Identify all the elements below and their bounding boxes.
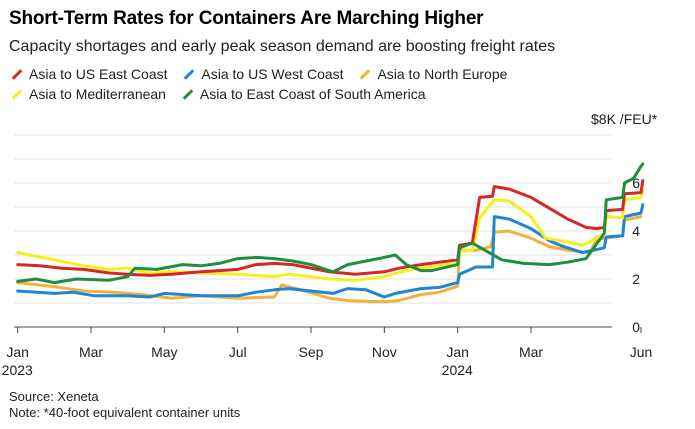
series-line-asia-to-us-west-coast [16, 203, 645, 299]
legend-label: Asia to Mediterranean [29, 86, 166, 102]
y-tick-label: 2 [632, 271, 640, 287]
legend-item-asia-us-west-coast: Asia to US West Coast [181, 66, 344, 82]
chart-subtitle: Capacity shortages and early peak season… [9, 38, 556, 55]
legend-row: Asia to Mediterranean Asia to East Coast… [9, 86, 629, 106]
x-tick-label: Mar [519, 344, 543, 360]
chart-title: Short-Term Rates for Containers Are Marc… [9, 8, 484, 29]
legend-item-asia-east-coast-south-america: Asia to East Coast of South America [180, 86, 426, 102]
x-tick-label: Nov [372, 344, 397, 360]
series-line-asia-to-east-coast-of-south-america [16, 162, 645, 285]
legend-label: Asia to US East Coast [29, 66, 168, 82]
legend-item-asia-north-europe: Asia to North Europe [357, 66, 507, 82]
x-tick-year-label: 2023 [2, 362, 33, 378]
x-tick-label: Jan [6, 344, 29, 360]
legend-row: Asia to US East Coast Asia to US West Co… [9, 66, 629, 86]
series-line-asia-to-mediterranean [16, 188, 645, 282]
footnote: Note: *40-foot equivalent container unit… [9, 405, 241, 420]
x-tick-label: Mar [79, 344, 103, 360]
legend-label: Asia to North Europe [377, 66, 508, 82]
series-line-asia-to-north-europe [16, 215, 643, 304]
legend-item-asia-us-east-coast: Asia to US East Coast [9, 66, 168, 82]
y-tick-label: 4 [632, 223, 640, 239]
x-tick-label: Jul [229, 344, 247, 360]
series-line-asia-to-us-east-coast [16, 179, 645, 277]
x-tick-label: Jun [630, 344, 653, 360]
x-tick-label: Sep [299, 344, 324, 360]
y-tick-label: 0 [632, 319, 640, 335]
legend-label: Asia to US West Coast [201, 66, 344, 82]
legend-item-asia-mediterranean: Asia to Mediterranean [9, 86, 166, 102]
x-tick-label: May [151, 344, 177, 360]
legend-label: Asia to East Coast of South America [199, 86, 426, 102]
y-axis-unit-label: $8K /FEU* [591, 111, 658, 127]
y-tick-label: 6 [632, 175, 640, 191]
source-note: Source: Xeneta [9, 389, 99, 404]
x-tick-label: Jan [446, 344, 469, 360]
legend: Asia to US East Coast Asia to US West Co… [9, 66, 629, 106]
x-tick-year-label: 2024 [442, 362, 473, 378]
